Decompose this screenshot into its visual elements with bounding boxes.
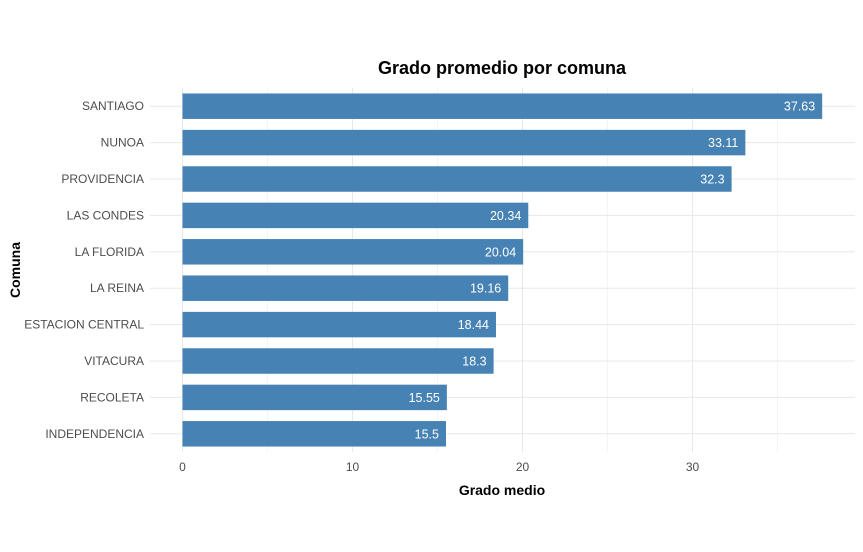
bar [182,421,446,447]
category-label: INDEPENDENCIA [45,427,144,441]
category-labels: SANTIAGO NUNOA PROVIDENCIA LAS CONDES LA FLO… [24,99,144,441]
category-label: LAS CONDES [67,208,144,222]
chart-title: Grado promedio por comuna [378,58,627,78]
bar [182,202,529,229]
category-label: LA REINA [90,281,144,295]
value-label: 19.16 [470,282,501,296]
value-label: 15.5 [415,427,439,441]
value-label: 15.55 [409,391,440,405]
y-axis-title: Comuna [7,242,23,298]
value-label: 33.11 [708,136,738,150]
value-label: 37.63 [784,100,815,114]
category-label: SANTIAGO [82,99,144,113]
x-axis-title: Grado medio [459,482,545,498]
x-tick-label: 30 [686,460,700,474]
value-label: 20.34 [490,209,521,223]
bar [182,93,823,119]
value-labels: 37.63 33.11 32.3 20.34 20.04 19.16 18.44 18.3 15… [409,100,816,442]
category-label: RECOLETA [80,390,144,404]
bar [182,384,447,411]
value-label: 32.3 [700,173,724,187]
x-tick-labels: 0 10 20 30 [179,460,699,474]
value-label: 18.3 [462,355,486,369]
bar [182,275,509,301]
bar [182,166,732,192]
x-tick-label: 20 [516,460,530,474]
bar [182,239,524,265]
x-tick-label: 10 [346,460,360,474]
x-tick-label: 0 [179,460,186,474]
bar [182,129,746,156]
value-label: 18.44 [458,318,489,332]
value-label: 20.04 [485,245,516,259]
bar [182,311,496,338]
bars [182,93,823,447]
bar [182,348,494,374]
category-label: LA FLORIDA [75,245,144,259]
category-label: VITACURA [84,354,144,368]
category-label: PROVIDENCIA [61,172,144,186]
category-label: ESTACION CENTRAL [24,318,144,332]
category-label: NUNOA [101,136,144,150]
